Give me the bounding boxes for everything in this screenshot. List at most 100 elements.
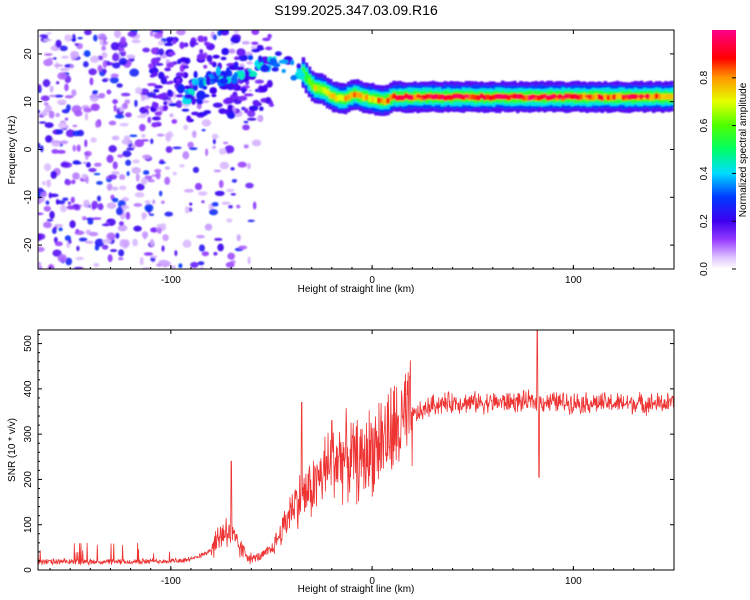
noise-blob — [191, 130, 197, 138]
y-tick-label: 400 — [23, 380, 34, 397]
colorbar-strip — [712, 225, 736, 228]
colorbar-strip — [712, 119, 736, 123]
noise-blob — [52, 249, 62, 257]
ridge-cell — [603, 93, 608, 100]
colorbar-strip — [712, 35, 736, 39]
colorbar-strip — [712, 57, 736, 61]
noise-blob — [175, 72, 186, 77]
colorbar-strip — [712, 97, 736, 101]
noise-blob — [89, 94, 99, 102]
noise-blob — [117, 154, 124, 158]
noise-blob — [156, 227, 162, 234]
noise-blob — [132, 159, 140, 164]
colorbar-strip — [712, 249, 736, 252]
noise-blob — [42, 38, 53, 42]
ridge-blob — [184, 89, 189, 95]
noise-blob — [160, 223, 167, 231]
noise-blob — [247, 117, 257, 121]
noise-blob — [106, 154, 114, 163]
ridge-core — [404, 95, 409, 98]
noise-blob — [84, 30, 92, 36]
snr-ticks: -100 0 100 0 100 200 300 400 500 — [23, 330, 675, 587]
noise-blob — [142, 154, 151, 160]
noise-blob — [187, 141, 194, 149]
ridge-cell — [313, 85, 318, 91]
colorbar-strip — [712, 221, 736, 224]
noise-blob — [122, 150, 132, 158]
noise-blob — [38, 212, 44, 216]
spectrogram-x-axis-title: Height of straight line (km) — [298, 284, 415, 295]
noise-blob — [222, 141, 229, 145]
noise-blob — [82, 199, 90, 208]
noise-blob — [162, 233, 169, 242]
noise-blob — [266, 79, 273, 88]
ridge-blob — [176, 84, 185, 94]
noise-blob — [155, 171, 161, 180]
noise-blob — [211, 93, 217, 98]
noise-blob — [57, 254, 67, 263]
noise-blob — [56, 81, 60, 85]
noise-blob — [152, 71, 158, 77]
noise-blob — [81, 216, 87, 221]
noise-blob — [43, 205, 52, 212]
noise-blob — [172, 171, 177, 176]
noise-blob — [60, 67, 70, 72]
colorbar-strip — [712, 51, 736, 55]
colorbar-strip — [712, 91, 736, 95]
noise-blob — [140, 94, 146, 102]
noise-blob — [230, 192, 237, 196]
colorbar-strip — [712, 175, 736, 178]
noise-blob — [245, 182, 254, 189]
noise-blob — [183, 42, 189, 48]
noise-blob — [42, 109, 47, 117]
colorbar-strip — [712, 143, 736, 147]
noise-blob — [166, 36, 173, 44]
ridge-cell — [488, 94, 493, 101]
noise-blob — [211, 133, 219, 140]
noise-blob — [110, 249, 118, 252]
noise-blob — [228, 48, 236, 54]
noise-blob — [88, 168, 97, 173]
noise-blob — [218, 108, 227, 114]
ridge-cell — [392, 93, 396, 100]
ridge-cell — [606, 94, 611, 101]
noise-blob — [59, 45, 68, 52]
noise-blob — [40, 191, 48, 197]
colorbar-strip — [712, 71, 736, 75]
noise-blob — [190, 261, 199, 268]
noise-blob — [172, 38, 177, 44]
colorbar-strip — [712, 55, 736, 59]
noise-blob — [196, 53, 206, 61]
noise-blob — [112, 186, 119, 191]
noise-blob — [158, 48, 165, 56]
noise-blob — [87, 219, 94, 225]
colorbar-strip — [712, 103, 736, 107]
snr-frame — [37, 329, 675, 571]
noise-blob — [112, 62, 121, 69]
noise-blob — [108, 120, 117, 126]
ridge-cell — [419, 94, 424, 101]
colorbar-strip — [712, 209, 736, 212]
ridge-cell — [407, 94, 411, 101]
noise-blob — [112, 161, 118, 170]
noise-blob — [54, 94, 64, 98]
ridge-core — [543, 95, 552, 98]
noise-blob — [131, 167, 141, 174]
noise-blob — [163, 101, 168, 105]
colorbar-strip — [712, 131, 736, 135]
noise-blob — [212, 138, 216, 145]
noise-blob — [154, 111, 163, 116]
ridge-cell — [434, 93, 439, 100]
noise-blob — [237, 161, 247, 168]
noise-blob — [46, 218, 54, 222]
noise-blob — [199, 49, 204, 54]
ridge-cell — [540, 94, 544, 100]
colorbar-strip — [712, 129, 736, 133]
ridge-core — [555, 95, 567, 98]
colorbar-strip — [712, 127, 736, 131]
noise-blob — [90, 137, 97, 143]
noise-blob — [243, 144, 249, 149]
ridge-cell — [362, 94, 366, 101]
noise-blob — [93, 172, 101, 176]
noise-blob — [162, 105, 168, 112]
